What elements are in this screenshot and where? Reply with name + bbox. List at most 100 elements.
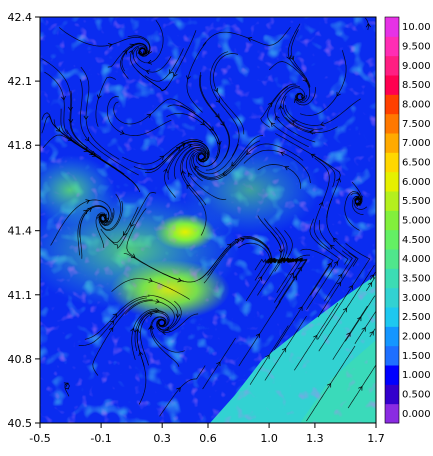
colorbar-swatch [385, 17, 399, 37]
colorbar-label: 9.000 [402, 61, 431, 72]
streamline-arrow [155, 298, 160, 304]
streamline-arrow [147, 49, 153, 55]
streamline-arrow [336, 177, 341, 183]
y-tick-label: 41.8 [8, 139, 33, 152]
streamline-arrow [187, 143, 192, 149]
streamline-arrow [348, 285, 353, 290]
streamline-arrow [109, 320, 115, 325]
streamline-arrow [297, 266, 302, 272]
streamline [317, 243, 371, 340]
streamline-arrow [163, 168, 168, 174]
streamline [120, 43, 148, 79]
streamline-arrow [292, 258, 297, 264]
streamline-arrow [285, 258, 290, 263]
streamline-arrow [336, 281, 342, 287]
streamline-arrow [186, 75, 191, 80]
colorbar-swatch [385, 229, 399, 250]
streamline-arrow [275, 115, 280, 121]
heatmap-field [40, 17, 376, 423]
streamline [84, 295, 150, 340]
streamline [156, 300, 182, 331]
streamline-arrow [148, 325, 153, 330]
streamline-arrow [181, 142, 186, 147]
streamline [366, 277, 376, 291]
streamline-arrow [85, 199, 91, 204]
colorbar-label: 10.00 [402, 22, 431, 33]
streamline [95, 76, 116, 127]
streamline [199, 72, 230, 171]
streamline-arrow [336, 91, 341, 97]
streamline-arrow [87, 207, 93, 213]
y-tick-label: 41.4 [8, 225, 33, 238]
streamline-arrow [369, 330, 374, 336]
colorbar-swatch [385, 171, 399, 192]
streamline-arrow [327, 262, 332, 268]
streamline-arrow [284, 165, 290, 171]
streamline-arrow [280, 151, 285, 157]
colorbar-swatch [385, 36, 399, 57]
colorbar-swatch [385, 113, 399, 134]
streamline [66, 129, 125, 175]
colorbar-swatch [385, 249, 399, 269]
y-tick-label: 42.4 [8, 11, 33, 24]
streamline-arrow [194, 165, 199, 171]
streamline-arrow [84, 136, 90, 142]
streamline-arrow [181, 170, 186, 175]
streamline-arrow [165, 326, 171, 332]
colorbar-swatch [385, 307, 399, 327]
colorbar-swatch [385, 191, 399, 211]
streamline-arrow [342, 307, 347, 313]
colorbar-swatch [385, 133, 399, 153]
streamline-arrow [186, 184, 191, 189]
streamline-arrow [267, 102, 272, 107]
streamline-arrow [107, 42, 113, 48]
streamline [312, 154, 341, 218]
streamline-arrow [298, 306, 303, 311]
streamline [287, 23, 311, 89]
streamline-arrow [346, 332, 351, 337]
streamline-arrow [175, 313, 181, 318]
streamline-arrow [292, 275, 297, 281]
streamline [280, 87, 316, 135]
streamline [317, 252, 357, 318]
streamline-arrow [361, 327, 366, 332]
streamline-arrow [130, 253, 136, 258]
streamline-arrow [281, 347, 287, 353]
colorbar-swatch [385, 345, 399, 366]
streamline [257, 215, 282, 263]
streamline-arrow [130, 327, 135, 333]
streamline-arrow [63, 382, 69, 387]
streamline [345, 295, 376, 342]
streamline [313, 157, 331, 250]
streamline-arrow [357, 316, 362, 322]
streamline-arrow [112, 313, 118, 318]
colorbar-label: 3.500 [402, 274, 431, 285]
streamline-arrow [176, 387, 181, 392]
streamline-arrow [146, 113, 152, 119]
streamline-arrow [326, 382, 332, 388]
colorbar-swatch [385, 94, 399, 115]
streamline [167, 104, 221, 167]
streamline [202, 337, 236, 390]
streamline [294, 87, 316, 106]
streamline-arrow [61, 95, 66, 101]
y-tick-label: 40.8 [8, 353, 33, 366]
streamline [276, 257, 298, 293]
colorbar-swatch [385, 326, 399, 347]
colorbar-label: 8.000 [402, 100, 431, 111]
x-tick-label: 1.0 [260, 432, 278, 445]
streamline-arrow [129, 43, 135, 49]
streamline [164, 146, 185, 198]
colorbar-label: 8.500 [402, 80, 431, 91]
streamline [50, 199, 112, 246]
streamline-arrow [147, 59, 153, 65]
streamline-arrow [255, 333, 260, 338]
colorbar: 0.000 0.500 1.000 1.500 2.000 2.500 3.000 3.500… [384, 16, 431, 424]
streamline-arrow [145, 69, 151, 75]
streamline-arrow [270, 122, 276, 127]
x-tick-label: 0.3 [153, 432, 171, 445]
colorbar-label: 7.000 [402, 138, 431, 149]
streamline-arrow [320, 121, 325, 127]
x-tick-label: 1.3 [306, 432, 324, 445]
x-tick-label: -0.1 [90, 432, 111, 445]
